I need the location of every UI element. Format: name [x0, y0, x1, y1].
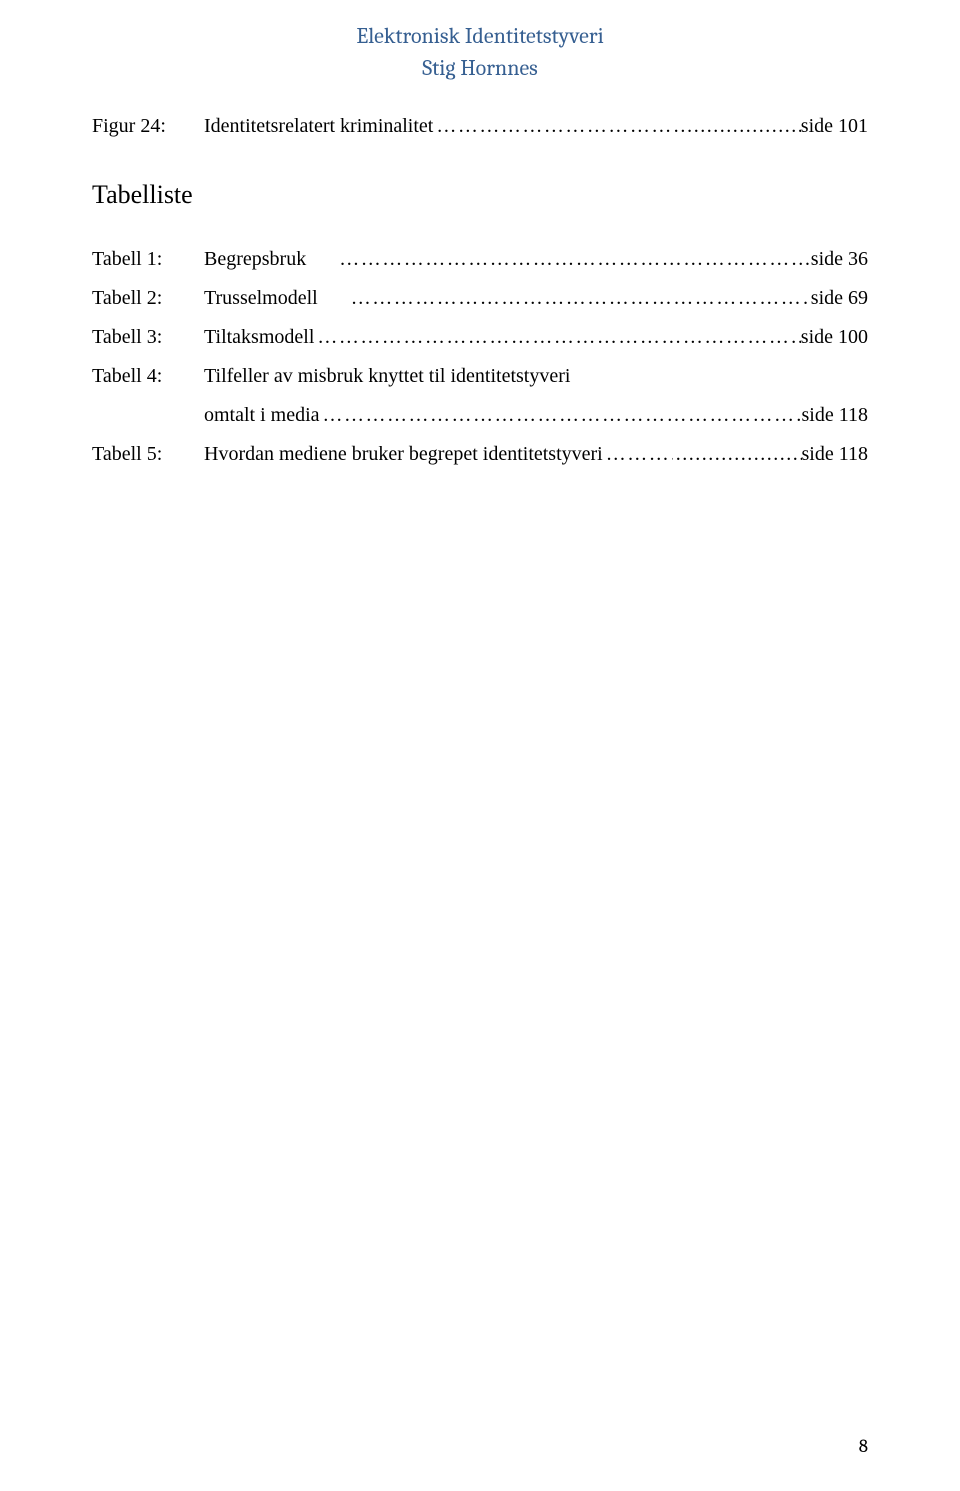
page-number: 8 — [859, 1435, 868, 1457]
toc-label: Tabell 3: — [92, 318, 204, 357]
toc-text: Tiltaksmodell — [204, 318, 314, 357]
toc-page: side 118 — [802, 396, 868, 435]
toc-page: side 100 — [801, 318, 868, 357]
header-title: Elektronisk Identitetstyveri — [92, 22, 868, 52]
toc-row-table: Tabell 1: Begrepsbruk ………………………………………………… — [92, 240, 868, 279]
toc-page: side 69 — [811, 279, 868, 318]
toc-text: Identitetsrelatert kriminalitet — [204, 107, 433, 146]
toc-text: Hvordan mediene bruker begrepet identite… — [204, 435, 603, 474]
toc-label: Tabell 2: — [92, 279, 204, 318]
toc-leader: …………………………………………………………………………………………………………… — [336, 240, 811, 279]
toc-leader-ascii: ........................................… — [691, 107, 801, 146]
toc-page-text: side 36 — [811, 248, 868, 270]
toc-label: Figur 24: — [92, 107, 204, 146]
toc-leader: …………………………………………………………………………………………………………… — [603, 435, 673, 474]
section-heading: Tabelliste — [92, 180, 868, 210]
toc-page-text: side 118 — [802, 443, 868, 465]
toc-leader: …………………………………………………………………………………………………………… — [348, 279, 811, 318]
toc-text: Begrepsbruk — [204, 240, 306, 279]
toc-label: Tabell 5: — [92, 435, 204, 474]
toc-page: side 118 — [802, 435, 868, 474]
toc-leader: …………………………………………………………………………………………………………… — [433, 107, 690, 146]
toc-page-text: side 118 — [802, 404, 868, 426]
toc-row-table: Tabell 3: Tiltaksmodell …………………………………………… — [92, 318, 868, 357]
toc-row-table: Tabell 5: Hvordan mediene bruker begrepe… — [92, 435, 868, 474]
toc-page-text: side 101 — [801, 115, 868, 137]
toc-row-table: Tabell 2: Trusselmodell …………………………………………… — [92, 279, 868, 318]
toc-page: side 36 — [811, 240, 868, 279]
toc-leader-ascii: ........................................… — [673, 435, 802, 474]
toc-page-text: side 100 — [801, 326, 868, 348]
toc-leader: …………………………………………………………………………………………………………… — [314, 318, 800, 357]
toc-row-continuation: omtalt i media …………………………………………………………………… — [92, 396, 868, 435]
toc-row-table: Tabell 4: Tilfeller av misbruk knyttet t… — [92, 357, 868, 396]
toc-label: Tabell 4: — [92, 357, 204, 396]
toc-row-figure: Figur 24: Identitetsrelatert kriminalite… — [92, 107, 868, 146]
toc-page: side 101 — [801, 107, 868, 146]
toc-page-text: side 69 — [811, 287, 868, 309]
toc-leader: …………………………………………………………………………………………………………… — [320, 396, 802, 435]
header-author: Stig Hornnes — [92, 54, 868, 84]
toc-text: omtalt i media — [204, 396, 320, 435]
toc-text: Tilfeller av misbruk knyttet til identit… — [204, 357, 570, 396]
toc-text: Trusselmodell — [204, 279, 318, 318]
toc-label: Tabell 1: — [92, 240, 204, 279]
page-container: Elektronisk Identitetstyveri Stig Hornne… — [0, 0, 960, 474]
